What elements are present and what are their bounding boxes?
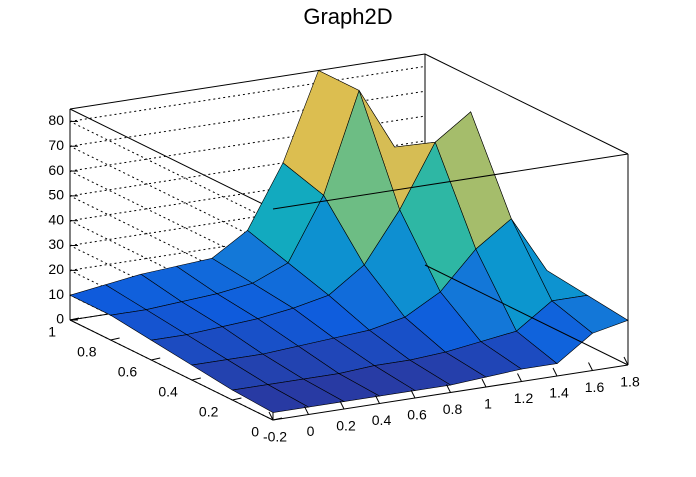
x-tick-label: 1 <box>484 396 492 412</box>
z-tick-label: 40 <box>48 211 64 227</box>
x-tick <box>623 356 629 366</box>
box-edge <box>424 264 629 366</box>
x-tick <box>375 395 380 404</box>
y-tick <box>69 317 80 321</box>
x-tick <box>304 406 309 415</box>
x-tick-label: 1.6 <box>585 379 605 395</box>
y-tick <box>151 357 161 361</box>
y-tick <box>191 377 201 381</box>
x-tick-label: 0.8 <box>443 401 463 417</box>
z-tick-label: 80 <box>48 112 64 128</box>
box-edge <box>69 319 274 421</box>
box-edge <box>424 53 629 155</box>
x-tick <box>517 373 522 382</box>
y-tick-label: 0.4 <box>158 384 178 400</box>
x-tick-label: -0.2 <box>263 429 287 445</box>
x-tick-label: 0.6 <box>407 407 427 423</box>
z-tick-label: 0 <box>56 311 64 327</box>
x-tick <box>481 378 487 388</box>
x-tick <box>268 411 274 421</box>
x-tick-label: 1.4 <box>549 385 569 401</box>
y-tick-label: 0.8 <box>77 344 97 360</box>
x-tick <box>552 367 558 377</box>
x-tick-label: 0.4 <box>372 412 392 428</box>
y-tick-label: 1 <box>48 324 56 340</box>
z-tick-label: 20 <box>48 261 64 277</box>
x-tick-label: 1.2 <box>514 390 534 406</box>
z-tick-label: 10 <box>48 286 64 302</box>
chart-title: Graph2D <box>303 4 392 29</box>
z-tick-label: 70 <box>48 137 64 153</box>
x-tick <box>588 362 593 371</box>
y-tick <box>232 397 242 401</box>
x-tick <box>339 400 345 410</box>
y-tick-label: 0.6 <box>118 364 138 380</box>
y-tick <box>272 417 283 421</box>
box-edge <box>69 53 426 110</box>
x-tick <box>410 389 416 399</box>
z-tick-label: 50 <box>48 187 64 203</box>
x-tick-label: 0.2 <box>336 418 356 434</box>
x-tick-label: 0 <box>307 423 315 439</box>
y-tick <box>110 337 120 341</box>
surface-cell <box>231 384 310 413</box>
z-tick-label: 60 <box>48 162 64 178</box>
box-edge <box>272 153 629 210</box>
z-tick-label: 30 <box>48 236 64 252</box>
box-edge <box>69 108 274 210</box>
x-tick-label: 1.8 <box>620 374 640 390</box>
y-tick-label: 0.2 <box>199 404 219 420</box>
y-tick-label: 0 <box>251 424 259 440</box>
x-tick <box>446 384 451 393</box>
